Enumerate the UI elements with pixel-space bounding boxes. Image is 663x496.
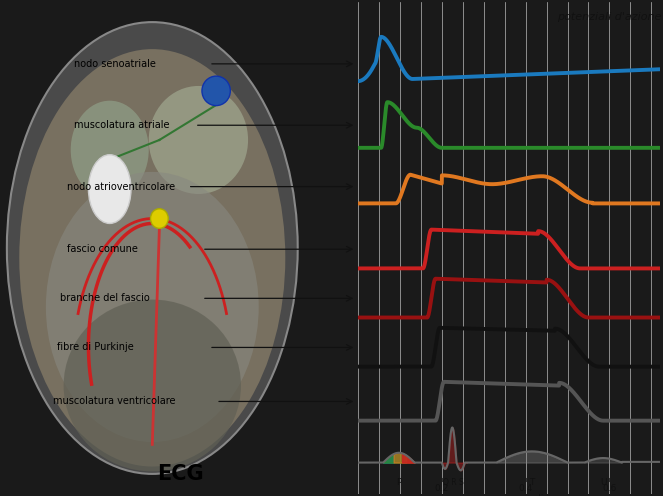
Text: nodo senoatriale: nodo senoatriale (74, 59, 156, 69)
Text: U: U (600, 478, 607, 487)
Ellipse shape (7, 22, 298, 474)
Text: 0.6: 0.6 (602, 484, 617, 493)
Text: nodo atrioventricolare: nodo atrioventricolare (67, 182, 175, 191)
Text: 0.4: 0.4 (518, 484, 533, 493)
Ellipse shape (151, 209, 168, 228)
Ellipse shape (64, 300, 241, 471)
Text: Q R S: Q R S (443, 478, 464, 487)
Text: muscolatura ventricolare: muscolatura ventricolare (53, 396, 176, 406)
Ellipse shape (19, 49, 285, 467)
Text: P: P (396, 478, 401, 487)
Text: secondi: secondi (507, 494, 544, 496)
Text: branche del fascio: branche del fascio (60, 293, 150, 304)
Text: fascio comune: fascio comune (67, 244, 138, 254)
Text: fibre di Purkinje: fibre di Purkinje (56, 342, 133, 353)
Text: potenziali d'azione: potenziali d'azione (557, 12, 662, 22)
Ellipse shape (149, 86, 248, 194)
Ellipse shape (88, 155, 131, 223)
Ellipse shape (202, 76, 230, 106)
Ellipse shape (71, 101, 149, 199)
Text: T: T (529, 478, 534, 487)
Text: muscolatura atriale: muscolatura atriale (74, 120, 170, 130)
Text: ECG: ECG (157, 464, 204, 484)
Ellipse shape (46, 172, 259, 442)
Text: 0.2: 0.2 (435, 484, 449, 493)
